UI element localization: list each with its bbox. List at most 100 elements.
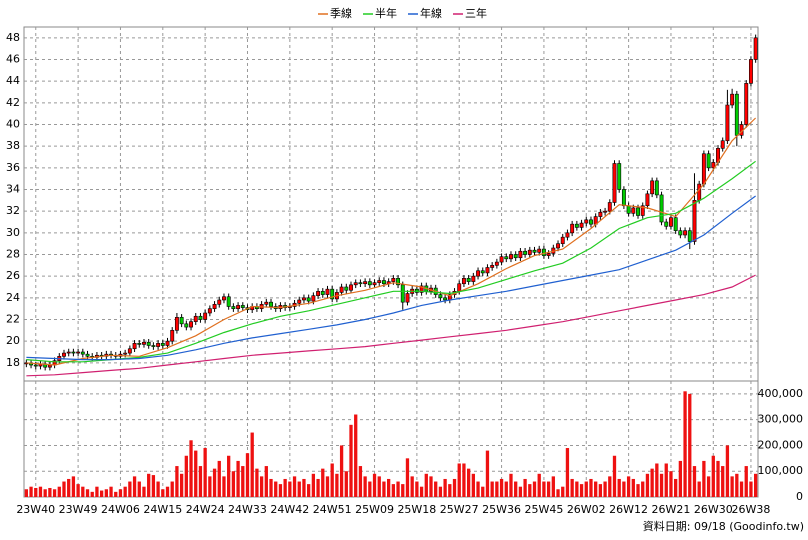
- candle-body: [349, 284, 353, 291]
- candle-body: [744, 83, 749, 125]
- candle-body: [720, 140, 725, 149]
- candle-body: [556, 243, 560, 249]
- candle-body: [523, 250, 528, 255]
- volume-bar: [90, 491, 94, 497]
- volume-bar: [678, 460, 683, 497]
- volume-bar: [198, 466, 203, 497]
- volume-bar: [537, 473, 541, 497]
- volume-bar: [156, 481, 160, 497]
- candle-body: [565, 232, 570, 238]
- volume-bar: [123, 486, 127, 497]
- volume-bar: [542, 481, 546, 497]
- volume-bar: [495, 481, 499, 497]
- volume-bar: [716, 460, 720, 497]
- candle-body: [372, 282, 377, 286]
- volume-bar: [612, 455, 617, 497]
- volume-bar: [137, 481, 141, 497]
- legend-label: 半年: [375, 6, 397, 20]
- volume-bar: [410, 476, 414, 497]
- candle-body: [697, 183, 702, 201]
- legend: 季線 半年 年線 三年: [318, 6, 487, 20]
- candle-body: [579, 222, 584, 228]
- candle-body: [33, 364, 38, 367]
- candle-body: [330, 288, 335, 300]
- volume-bar: [203, 448, 207, 497]
- candle-body: [640, 205, 645, 216]
- candle-body: [645, 193, 650, 207]
- volume-bar: [739, 481, 744, 497]
- candle-body: [353, 282, 358, 286]
- candle-body: [142, 341, 146, 345]
- candle-body: [711, 162, 716, 169]
- volume-bar: [650, 468, 654, 497]
- volume-bar: [730, 476, 734, 497]
- volume-bar: [24, 489, 28, 497]
- candle-body: [170, 330, 175, 342]
- volume-bar: [109, 486, 113, 497]
- volume-bar: [43, 489, 47, 497]
- candle-body: [480, 270, 485, 274]
- x-tick-label: 26W30: [694, 503, 733, 516]
- candle-body: [311, 295, 316, 302]
- y-tick-label: 36: [6, 161, 20, 174]
- candle-body: [156, 343, 161, 347]
- volume-bar: [297, 481, 301, 497]
- volume-bar: [132, 476, 137, 497]
- candle-body: [226, 296, 231, 307]
- candle-body: [734, 93, 739, 136]
- volume-bar: [735, 473, 739, 497]
- footer: 資料日期: 09/18 (Goodinfo.tw): [643, 519, 804, 533]
- x-tick-label: 24W24: [186, 503, 225, 516]
- y-tick-label: 34: [6, 183, 20, 196]
- volume-bar: [288, 481, 292, 497]
- volume-bar: [570, 478, 574, 497]
- candle-body: [669, 217, 673, 227]
- candle-body: [316, 291, 321, 296]
- volume-bar: [363, 476, 367, 497]
- candle-body: [339, 286, 344, 293]
- candle-body: [127, 348, 132, 354]
- candle-body: [207, 308, 212, 314]
- volume-bar: [104, 489, 108, 497]
- volume-bar: [721, 466, 725, 497]
- y2-tick-label: 100,000: [758, 464, 804, 477]
- candle-body: [546, 253, 551, 256]
- y2-tick-label: 300,000: [758, 413, 804, 426]
- volume-bar: [250, 432, 254, 497]
- volume-bar: [189, 440, 193, 497]
- candle-body: [490, 265, 495, 268]
- y-tick-label: 48: [6, 31, 20, 44]
- candle-body: [306, 297, 311, 302]
- candle-body: [325, 288, 330, 295]
- volume-bar: [443, 478, 447, 497]
- volume-bar: [81, 486, 85, 497]
- legend-label: 年線: [420, 6, 442, 20]
- volume-bar: [504, 481, 508, 497]
- candle-body: [753, 37, 758, 60]
- volume-bar: [95, 486, 99, 497]
- candle-body: [636, 207, 640, 216]
- candle-body: [302, 297, 306, 301]
- volume-bar: [622, 481, 626, 497]
- volume-bar: [744, 466, 748, 497]
- volume-bar: [528, 484, 532, 497]
- candle-body: [466, 278, 471, 282]
- volume-bar: [151, 475, 156, 497]
- volume-bar: [255, 468, 259, 497]
- candle-body: [701, 153, 706, 185]
- candle-body: [443, 297, 448, 301]
- candle-body: [71, 351, 76, 354]
- volume-bar: [184, 455, 188, 497]
- candle-body: [513, 254, 518, 259]
- candle-body: [687, 230, 692, 242]
- volume-bar: [344, 471, 348, 497]
- volume-bar: [434, 481, 438, 497]
- volume-bar: [194, 450, 198, 497]
- candle-body: [607, 202, 612, 212]
- volume-bar: [579, 484, 584, 497]
- volume-bar: [396, 481, 400, 497]
- volume-bar: [339, 445, 344, 497]
- volume-bar: [438, 486, 443, 497]
- volume-bar: [165, 486, 170, 497]
- volume-bar: [636, 484, 640, 497]
